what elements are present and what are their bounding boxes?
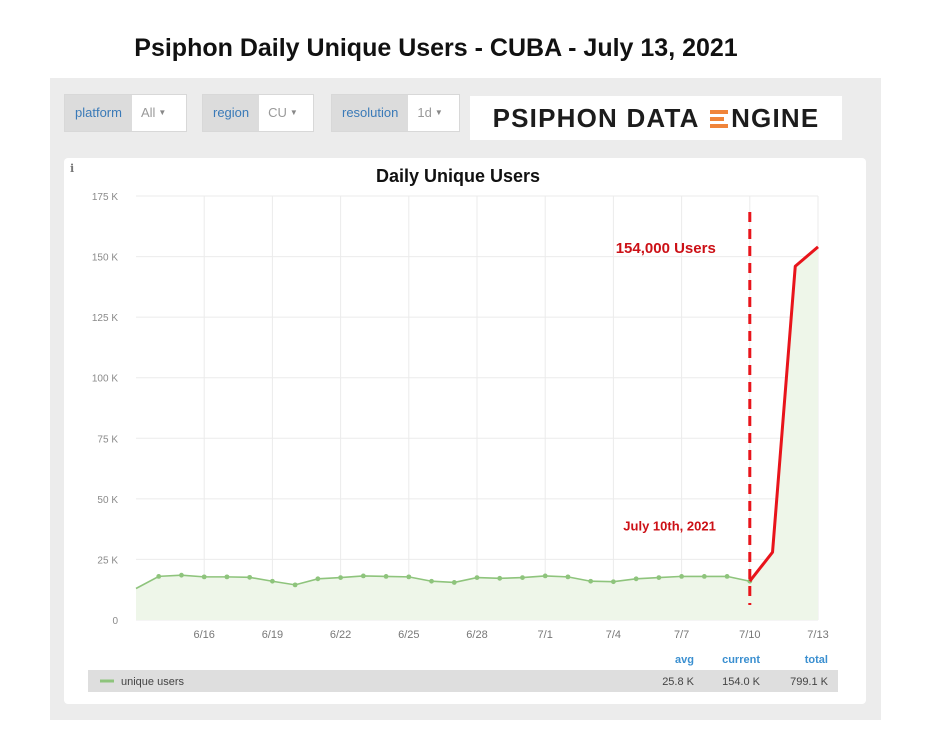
x-tick-label: 6/16 bbox=[193, 629, 214, 641]
logo-text-right: NGINE bbox=[731, 103, 820, 133]
region-filter[interactable]: region CU ▼ bbox=[202, 94, 314, 132]
platform-filter-value[interactable]: All ▼ bbox=[132, 95, 174, 131]
page-title: Psiphon Daily Unique Users - CUBA - July… bbox=[134, 34, 738, 62]
y-tick-label: 0 bbox=[112, 616, 118, 627]
x-tick-label: 7/10 bbox=[739, 629, 760, 641]
series-point bbox=[679, 573, 684, 579]
daily-unique-users-chart: Daily Unique Users 154,000 Users July 10t… bbox=[88, 166, 838, 692]
series-point bbox=[429, 578, 434, 584]
x-tick-label: 6/19 bbox=[262, 629, 283, 641]
y-tick-label: 100 K bbox=[92, 374, 118, 385]
stats-header-total: total bbox=[805, 654, 828, 666]
logo-e-mark-icon bbox=[710, 110, 729, 128]
psiphon-data-engine-logo: PSIPHON DATA NGINE bbox=[470, 96, 842, 140]
x-tick-label: 7/13 bbox=[807, 629, 828, 641]
info-icon[interactable]: i bbox=[70, 162, 75, 175]
legend-row[interactable] bbox=[88, 670, 838, 692]
series-point bbox=[520, 575, 525, 580]
region-filter-value-text: CU bbox=[268, 105, 287, 120]
series-point bbox=[247, 574, 253, 580]
y-tick-label: 25 K bbox=[97, 555, 118, 566]
x-tick-label: 7/4 bbox=[606, 629, 621, 641]
series-point bbox=[565, 574, 571, 580]
highlight-line bbox=[748, 245, 819, 583]
y-tick-label: 175 K bbox=[92, 192, 118, 203]
grid bbox=[136, 195, 819, 621]
caret-down-icon: ▼ bbox=[434, 108, 443, 117]
resolution-filter-value[interactable]: 1d ▼ bbox=[408, 95, 450, 131]
y-tick-label: 125 K bbox=[92, 313, 118, 324]
series-point bbox=[201, 574, 207, 580]
marker-annotation: July 10th, 2021 bbox=[623, 518, 716, 533]
series-point bbox=[315, 576, 321, 582]
x-tick-label: 6/22 bbox=[330, 629, 351, 641]
series-point bbox=[292, 582, 298, 588]
platform-filter-value-text: All bbox=[140, 105, 156, 120]
region-filter-label: region bbox=[203, 95, 260, 131]
series-point bbox=[542, 573, 548, 579]
stats-header-current: current bbox=[722, 654, 760, 666]
stats-header-avg: avg bbox=[675, 654, 694, 666]
x-tick-label: 6/28 bbox=[466, 629, 487, 641]
series-point bbox=[497, 575, 503, 581]
series-point bbox=[270, 578, 275, 584]
series-point bbox=[224, 574, 230, 580]
series-line bbox=[135, 572, 753, 590]
y-tick-label: 75 K bbox=[97, 434, 118, 445]
caret-down-icon: ▼ bbox=[158, 108, 167, 117]
series-point bbox=[406, 574, 412, 580]
series-point bbox=[633, 576, 639, 582]
series-point bbox=[360, 573, 366, 579]
series-point bbox=[588, 578, 594, 584]
series-point bbox=[724, 573, 730, 579]
series-point bbox=[451, 580, 457, 585]
series-point bbox=[156, 573, 162, 579]
highlight-annotations: 154,000 Users July 10th, 2021 bbox=[616, 212, 819, 605]
series-point bbox=[179, 572, 184, 578]
series-point bbox=[338, 575, 343, 580]
chart-title: Daily Unique Users bbox=[376, 166, 540, 186]
series-point bbox=[383, 573, 389, 579]
series-point bbox=[611, 579, 616, 585]
resolution-filter-label: resolution bbox=[332, 95, 409, 131]
y-tick-label: 150 K bbox=[92, 253, 118, 264]
stats-value-current: 154.0 K bbox=[722, 676, 761, 688]
resolution-filter-value-text: 1d bbox=[417, 105, 432, 120]
platform-filter[interactable]: platform All ▼ bbox=[64, 94, 187, 132]
peak-annotation: 154,000 Users bbox=[616, 240, 716, 257]
x-tick-label: 7/7 bbox=[674, 629, 689, 641]
platform-filter-label: platform bbox=[65, 95, 132, 131]
dashboard: platform All ▼ region CU ▼ resolution 1d ▼ … bbox=[50, 78, 881, 720]
stats-value-total: 799.1 K bbox=[790, 676, 829, 688]
region-filter-value[interactable]: CU ▼ bbox=[259, 95, 306, 131]
x-tick-label: 7/1 bbox=[538, 629, 553, 641]
caret-down-icon: ▼ bbox=[289, 108, 298, 117]
series-point bbox=[474, 575, 480, 580]
chart-panel: i Daily Unique Users 154,000 Users July 1… bbox=[64, 158, 866, 704]
y-tick-label: 50 K bbox=[97, 495, 118, 506]
series-point bbox=[656, 575, 662, 580]
stats-value-avg: 25.8 K bbox=[662, 676, 694, 688]
legend-label: unique users bbox=[121, 676, 184, 688]
series-point bbox=[701, 573, 707, 579]
axis-ticks: 0 25 K 50 K 75 K 100 K 125 K 150 K 175 K 6/16 6/1… bbox=[92, 192, 829, 641]
logo-text-left: PSIPHON DATA bbox=[492, 103, 708, 133]
series-line-path bbox=[135, 574, 750, 590]
x-tick-label: 6/25 bbox=[398, 629, 419, 641]
resolution-filter[interactable]: resolution 1d ▼ bbox=[331, 94, 460, 132]
